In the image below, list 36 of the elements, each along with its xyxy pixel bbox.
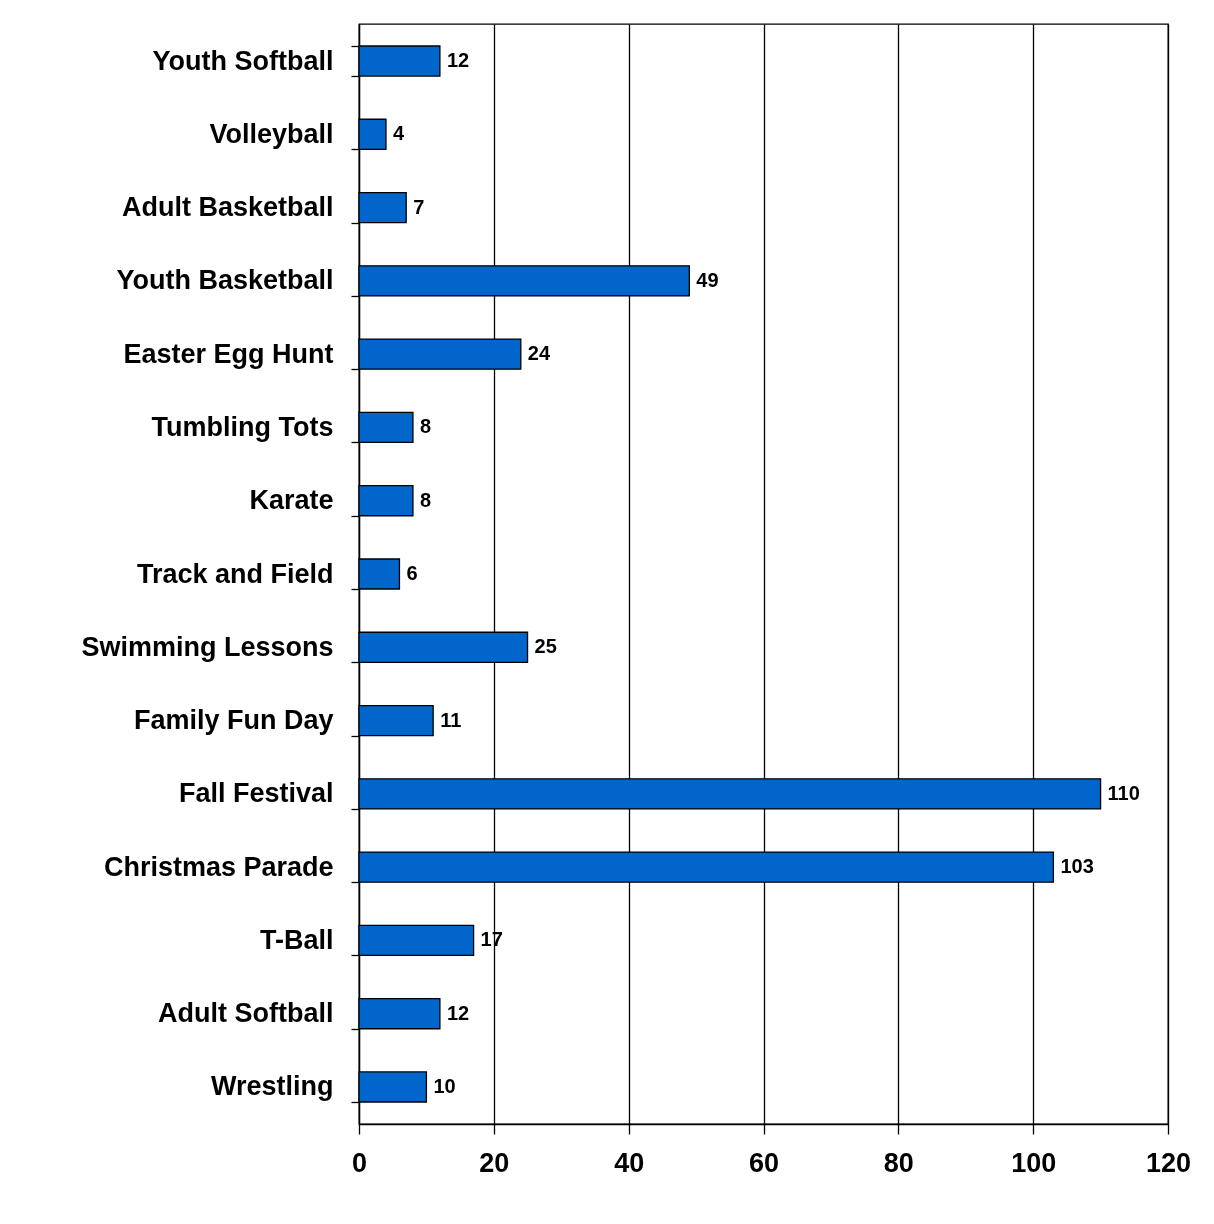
data-label: 12 — [446, 49, 470, 72]
data-label: 110 — [1107, 781, 1140, 804]
data-label: 103 — [1060, 855, 1094, 878]
data-label: 49 — [696, 268, 719, 291]
data-label: 4 — [392, 122, 405, 145]
data-label: 8 — [419, 415, 432, 438]
data-label: 8 — [419, 488, 432, 511]
data-label: 25 — [534, 635, 557, 658]
y-tick-label: Karate — [249, 485, 334, 516]
y-tick-label: Easter Egg Hunt — [123, 338, 334, 369]
x-tick-label: 0 — [351, 1147, 368, 1178]
data-label: 6 — [406, 562, 418, 584]
data-label: 10 — [433, 1074, 456, 1097]
y-tick-label: Tumbling Tots — [151, 411, 334, 442]
y-tick-label: Adult Basketball — [121, 192, 334, 223]
y-tick-label: Youth Basketball — [116, 265, 334, 296]
x-tick-label: 60 — [748, 1147, 780, 1178]
y-tick-label: Youth Softball — [152, 45, 334, 76]
data-label: 11 — [440, 708, 462, 731]
y-tick-label: Wrestling — [210, 1071, 334, 1102]
x-tick-label: 40 — [614, 1147, 645, 1178]
x-tick-label: 20 — [479, 1147, 510, 1178]
y-tick-label: Track and Field — [136, 558, 334, 589]
x-tick-label: 120 — [1145, 1147, 1192, 1178]
y-tick-label: Family Fun Day — [133, 705, 334, 736]
y-tick-label: Adult Softball — [158, 998, 334, 1029]
x-tick-label: 80 — [883, 1147, 914, 1178]
y-tick-label: Swimming Lessons — [81, 631, 334, 662]
y-tick-label: Christmas Parade — [103, 851, 334, 882]
data-label: 12 — [446, 1001, 470, 1024]
x-tick-label: 100 — [1011, 1147, 1057, 1178]
data-label: 24 — [527, 342, 551, 365]
y-tick-label: T-Ball — [259, 924, 334, 955]
y-tick-label: Fall Festival — [178, 778, 334, 809]
data-label: 7 — [413, 195, 425, 218]
y-tick-label: Volleyball — [209, 118, 334, 149]
